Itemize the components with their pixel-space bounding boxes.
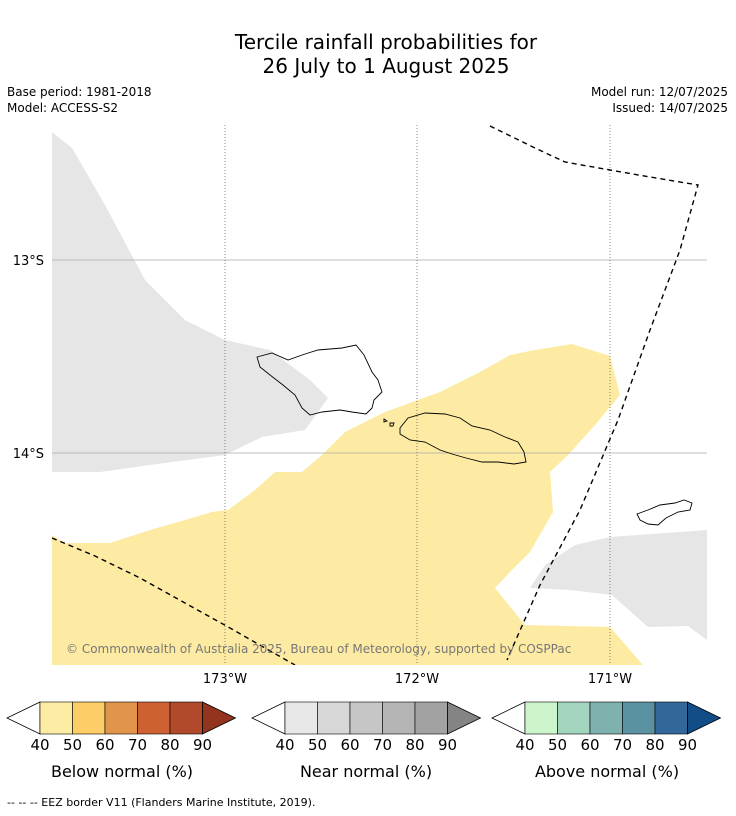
near-colorbar-segment <box>317 701 351 735</box>
eez-border-north <box>489 125 699 661</box>
below-normal-region <box>52 344 643 665</box>
below-normal-colorbar: 40 50 60 70 80 90 <box>6 701 237 754</box>
chart-title: Tercile rainfall probabilities for 26 Ju… <box>0 30 736 78</box>
map-area: © Commonwealth of Australia 2025, Bureau… <box>52 125 707 665</box>
eez-footnote: -- -- -- EEZ border V11 (Flanders Marine… <box>7 796 316 809</box>
above-colorbar-tick: 90 <box>678 736 697 754</box>
above-normal-colorbar: 40 50 60 70 80 90 <box>491 701 722 754</box>
near-colorbar-tick: 70 <box>373 736 392 754</box>
below-colorbar-tick: 80 <box>160 736 179 754</box>
near-colorbar-segment <box>382 701 416 735</box>
above-colorbar-segment <box>622 701 656 735</box>
above-colorbar-segment <box>557 701 591 735</box>
model-name: Model: ACCESS-S2 <box>7 101 119 115</box>
above-colorbar-high-extension <box>687 701 722 735</box>
below-normal-title: Below normal (%) <box>50 762 194 781</box>
lon-label-172w: 172°W <box>395 672 439 687</box>
near-colorbar-segment <box>284 701 318 735</box>
near-colorbar-tick: 90 <box>438 736 457 754</box>
below-colorbar-segment <box>137 701 171 735</box>
near-colorbar-low-extension <box>251 701 286 735</box>
above-colorbar-low-extension <box>491 701 526 735</box>
meta-left: Base period: 1981-2018 Model: ACCESS-S2 <box>7 84 152 116</box>
above-normal-title: Above normal (%) <box>534 762 680 781</box>
above-colorbar-tick: 70 <box>613 736 632 754</box>
near-normal-region-west <box>52 132 328 472</box>
near-normal-title: Near normal (%) <box>299 762 433 781</box>
above-colorbar-tick: 50 <box>548 736 567 754</box>
eez-border-southwest <box>52 537 296 665</box>
near-normal-region-east <box>530 530 707 640</box>
lon-label-171w: 171°W <box>588 672 632 687</box>
near-colorbar-tick: 80 <box>405 736 424 754</box>
below-colorbar-tick: 60 <box>95 736 114 754</box>
below-colorbar-low-extension <box>6 701 41 735</box>
model-run: Model run: 12/07/2025 <box>590 85 728 99</box>
near-colorbar-high-extension <box>447 701 482 735</box>
above-colorbar-tick: 40 <box>515 736 534 754</box>
title-line-2: 26 July to 1 August 2025 <box>262 54 510 78</box>
apolima-island <box>389 422 395 427</box>
manono-island <box>383 418 389 423</box>
above-colorbar-segment <box>524 701 558 735</box>
lat-label-14s: 14°S <box>13 447 44 462</box>
below-colorbar-tick: 70 <box>128 736 147 754</box>
copyright-notice: © Commonwealth of Australia 2025, Bureau… <box>66 642 571 656</box>
tutuila-island <box>636 499 693 526</box>
issued-date: Issued: 14/07/2025 <box>612 101 728 115</box>
above-colorbar-segment <box>589 701 623 735</box>
below-colorbar-tick: 40 <box>30 736 49 754</box>
below-colorbar-tick: 90 <box>193 736 212 754</box>
below-colorbar-segment <box>169 701 203 735</box>
colorbars: 40 50 60 70 80 90 40 50 60 70 80 90 40 50 60 70 80 90 <box>6 701 722 754</box>
near-colorbar-segment <box>349 701 383 735</box>
lat-label-13s: 13°S <box>13 254 44 269</box>
near-colorbar-tick: 60 <box>340 736 359 754</box>
below-colorbar-high-extension <box>202 701 237 735</box>
above-colorbar-segment <box>654 701 688 735</box>
below-colorbar-segment <box>72 701 106 735</box>
base-period: Base period: 1981-2018 <box>7 85 152 99</box>
near-colorbar-tick: 40 <box>275 736 294 754</box>
near-colorbar-segment <box>414 701 448 735</box>
below-colorbar-segment <box>104 701 138 735</box>
upolu-island <box>399 412 527 465</box>
title-line-1: Tercile rainfall probabilities for <box>234 30 538 54</box>
below-colorbar-tick: 50 <box>63 736 82 754</box>
meta-right: Model run: 12/07/2025 Issued: 14/07/2025 <box>591 84 728 116</box>
near-colorbar-tick: 50 <box>308 736 327 754</box>
above-colorbar-tick: 80 <box>645 736 664 754</box>
above-colorbar-tick: 60 <box>580 736 599 754</box>
lon-label-173w: 173°W <box>203 672 247 687</box>
near-normal-colorbar: 40 50 60 70 80 90 <box>251 701 482 754</box>
below-colorbar-segment <box>39 701 73 735</box>
savaii-island <box>256 344 383 416</box>
